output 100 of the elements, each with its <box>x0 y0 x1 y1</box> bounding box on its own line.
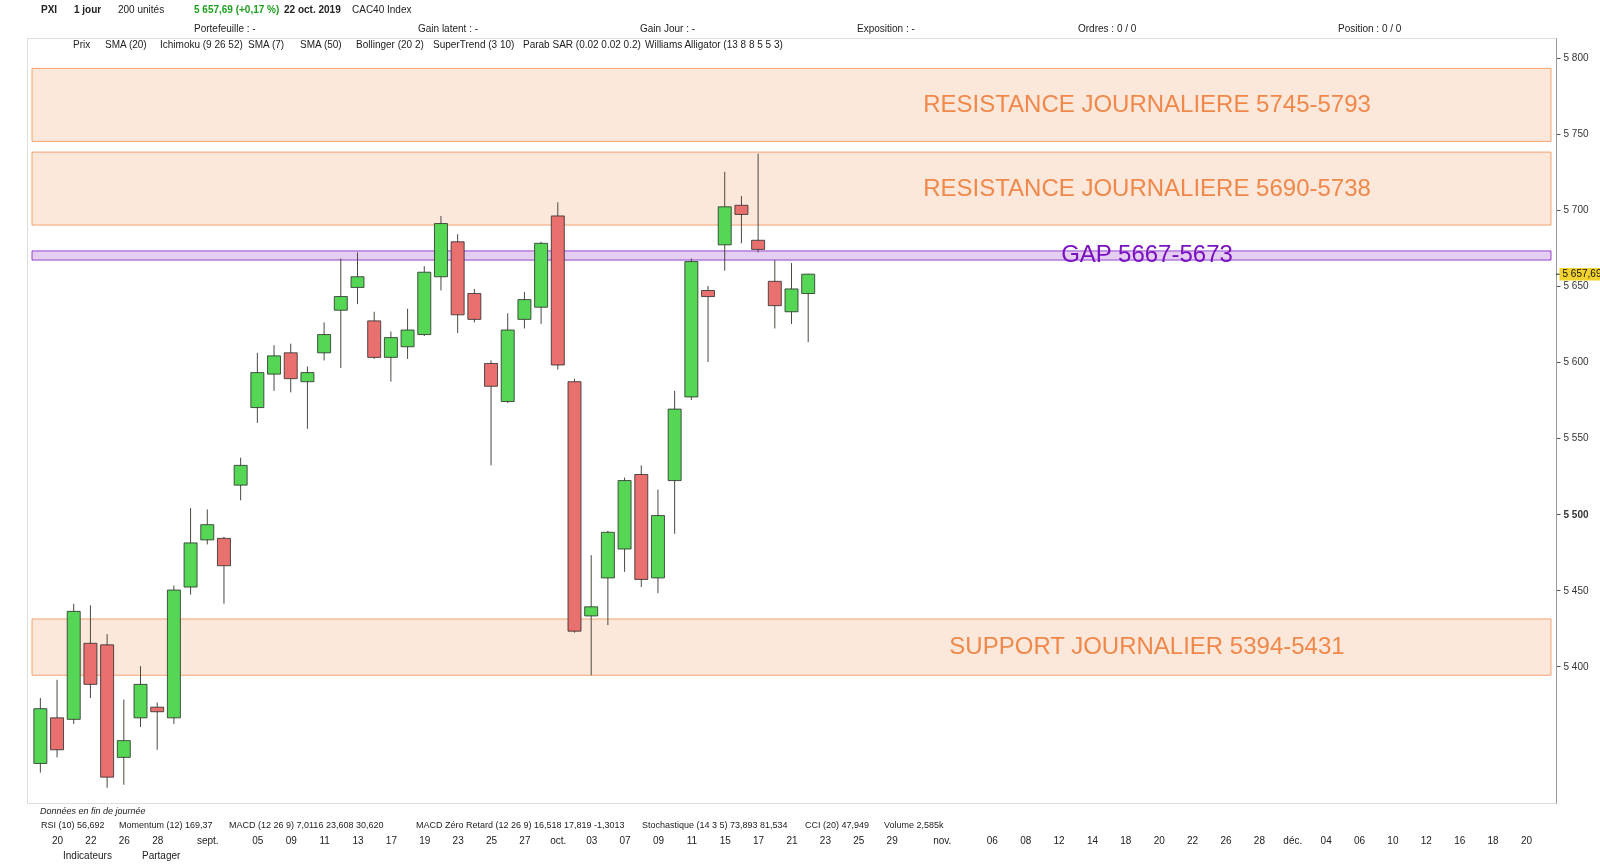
text: Données en fin de journée <box>40 806 146 816</box>
candlestick <box>734 195 749 244</box>
text: Portefeuille : - <box>194 23 256 34</box>
x-tick-label: 15 <box>719 834 732 846</box>
text: 1 jour <box>74 4 102 15</box>
text: Partager <box>142 850 182 861</box>
x-tick-label: 27 <box>519 834 531 846</box>
chart-subtitle: 5 657,69 (+0,17 %) <box>194 4 280 15</box>
x-tick-label: 16 <box>1454 834 1466 846</box>
candlestick <box>383 331 398 383</box>
x-tick-label: 08 <box>1020 834 1032 846</box>
text: Stochastique (14 3 5) 73,893 81,534 <box>642 820 788 830</box>
annotation: Parab SAR (0.02 0.02 0.2) <box>523 39 641 50</box>
candlestick <box>317 321 332 361</box>
x-tick-label: 20 <box>51 834 64 846</box>
x-tick-label: 12 <box>1420 834 1433 846</box>
x-tick-label: 14 <box>1086 834 1099 846</box>
annotation: Ichimoku (9 26 52) <box>160 39 243 50</box>
y-tick-label: 5 550 <box>1563 432 1589 444</box>
text: CCI (20) 47,949 <box>805 820 870 830</box>
x-tick-label: 26 <box>1220 834 1232 846</box>
x-tick-label: 12 <box>1053 834 1066 846</box>
x-tick-label: déc. <box>1283 834 1303 846</box>
x-tick-label: 09 <box>652 834 665 846</box>
candlestick <box>801 273 816 343</box>
x-tick-label: 13 <box>352 834 364 846</box>
candlestick <box>116 699 131 786</box>
text: Volume 2,585k <box>884 820 945 830</box>
candlestick <box>200 508 215 545</box>
x-tick-label: 20 <box>1153 834 1166 846</box>
x-tick-label: 22 <box>1187 834 1199 846</box>
candlestick <box>584 554 599 676</box>
y-tick-label: 5 800 <box>1563 52 1589 64</box>
x-tick-label: 11 <box>319 834 331 846</box>
x-tick-label: 18 <box>1120 834 1132 846</box>
y-tick-label: 5 450 <box>1563 584 1589 596</box>
text: 22 oct. 2019 <box>284 4 342 15</box>
x-tick-label: 05 <box>252 834 264 846</box>
x-tick-label: 18 <box>1487 834 1500 846</box>
band-label: RESISTANCE JOURNALIERE 5745-5793 <box>923 89 1371 117</box>
candlestick <box>267 344 281 392</box>
x-tick-label: 11 <box>686 834 698 846</box>
x-tick-label: 10 <box>1387 834 1399 846</box>
text: Indicateurs <box>63 850 112 861</box>
x-tick-label: 28 <box>152 834 164 846</box>
annotation: Bollinger (20 2) <box>356 39 424 50</box>
candlestick <box>517 291 532 329</box>
x-tick-label: 23 <box>452 834 465 846</box>
x-tick-label: 29 <box>886 834 899 846</box>
x-tick-label: 06 <box>986 834 999 846</box>
x-tick-label: 20 <box>1520 834 1533 846</box>
band-label: SUPPORT JOURNALIER 5394-5431 <box>949 632 1345 660</box>
candlestick <box>150 702 165 751</box>
x-tick-label: 25 <box>485 834 498 846</box>
x-tick-label: 28 <box>1253 834 1266 846</box>
x-tick-label: 09 <box>285 834 298 846</box>
x-tick-label: nov. <box>933 834 952 846</box>
text: Gain Jour : - <box>640 23 696 34</box>
text: RSI (10) 56,692 <box>41 820 105 830</box>
annotation: Williams Alligator (13 8 8 5 5 3) <box>645 39 783 50</box>
x-tick-label: 25 <box>853 834 865 846</box>
x-tick-label: 23 <box>819 834 832 846</box>
candlestick <box>350 251 365 305</box>
x-tick-label: 19 <box>419 834 431 846</box>
x-tick-label: 17 <box>753 834 765 846</box>
candlestick <box>701 285 715 363</box>
text: PXI <box>41 4 58 15</box>
candlestick <box>400 308 415 360</box>
candlestick <box>784 262 799 325</box>
annotation: Prix <box>73 39 91 50</box>
x-tick-label: 07 <box>619 834 632 846</box>
text: MACD (12 26 9) 7,0116 23,608 30,620 <box>229 820 384 830</box>
x-tick-label: 26 <box>118 834 131 846</box>
text: Ordres : 0 / 0 <box>1078 23 1137 34</box>
y-tick-label: 5 750 <box>1563 128 1589 140</box>
x-tick-label: 04 <box>1320 834 1333 846</box>
y-tick-label: 5 700 <box>1563 204 1589 216</box>
candlestick <box>333 258 348 369</box>
x-tick-label: sept. <box>196 834 219 846</box>
x-tick-label: 06 <box>1353 834 1366 846</box>
x-tick-label: oct. <box>550 834 567 846</box>
x-tick-label: 17 <box>385 834 398 846</box>
y-tick-label: 5 400 <box>1563 660 1589 672</box>
candlestick <box>484 359 498 466</box>
text: Momentum (12) 169,37 <box>119 820 213 830</box>
annotation: SMA (50) <box>300 39 342 50</box>
band-label: GAP 5667-5673 <box>1061 240 1233 268</box>
annotation: SMA (7) <box>248 39 285 50</box>
annotation: SMA (20) <box>105 39 147 50</box>
y-tick-label: 5 500 <box>1563 508 1589 520</box>
candlestick <box>300 366 315 430</box>
candlestick <box>751 153 766 253</box>
x-tick-label: 22 <box>85 834 97 846</box>
chart-title: CAC40 Index <box>352 4 412 15</box>
y-tick-label: 5 650 <box>1563 280 1589 292</box>
y-tick-label: 5 600 <box>1563 356 1589 368</box>
text: Exposition : - <box>857 23 915 34</box>
text: Gain latent : - <box>418 23 479 34</box>
candlestick <box>233 457 248 501</box>
x-tick-label: 03 <box>586 834 598 846</box>
